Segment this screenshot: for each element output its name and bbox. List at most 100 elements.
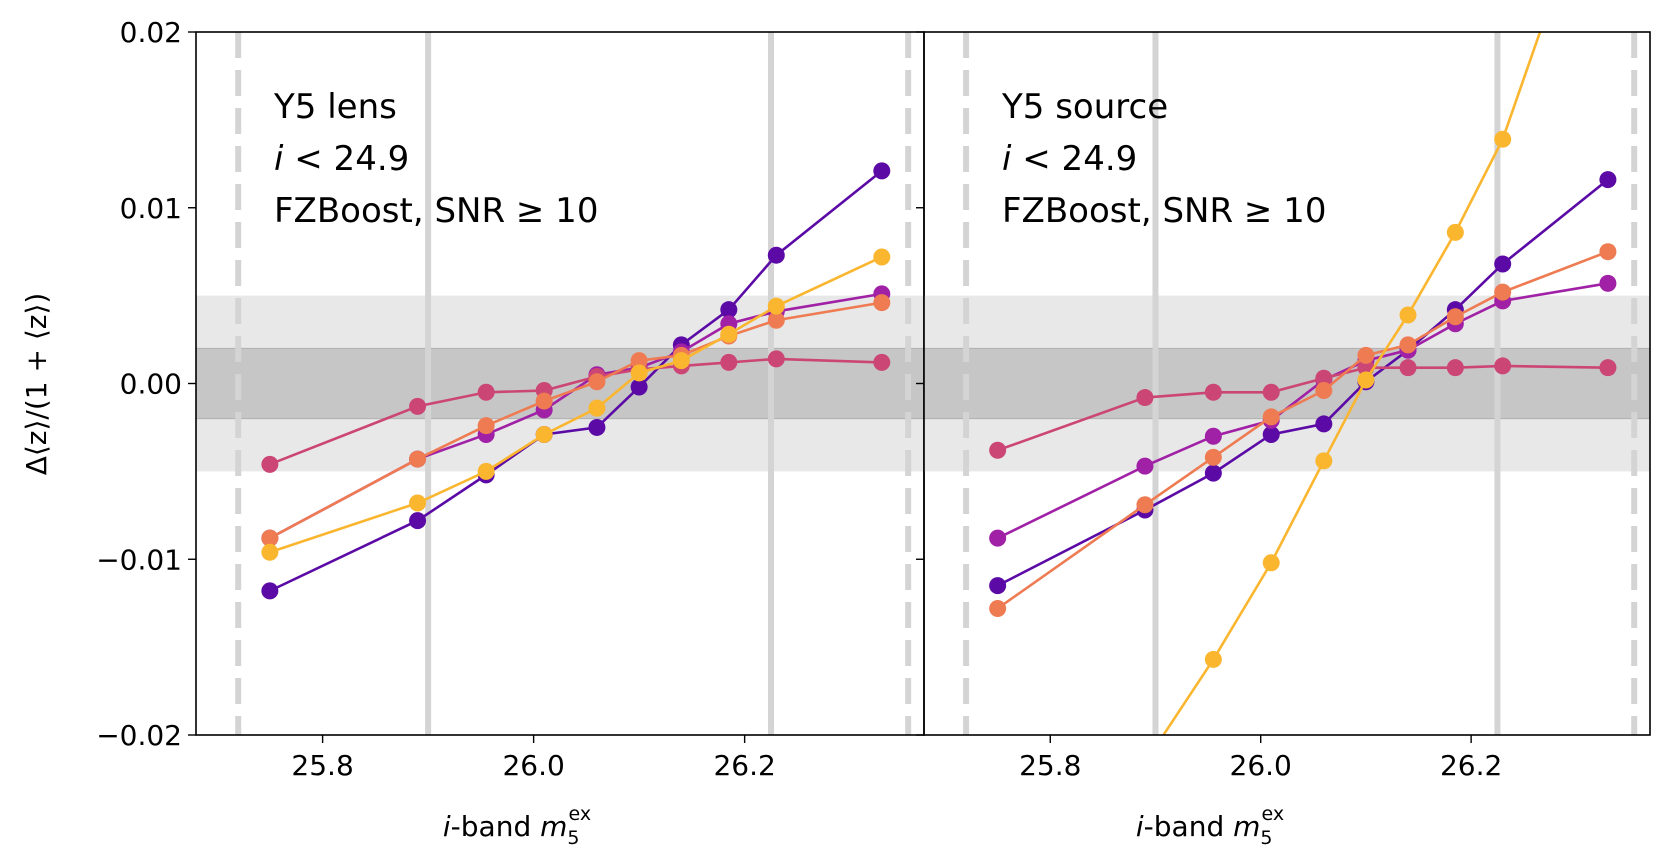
data-point xyxy=(873,248,891,266)
panel-lens: 25.8 26.0 26.2 −0.02 −0.01 0.00 0.01 0.02 Y5 len… xyxy=(96,16,925,782)
y-tick-label: −0.02 xyxy=(96,719,182,752)
data-point xyxy=(1599,359,1617,377)
data-point xyxy=(1204,650,1222,668)
data-point xyxy=(873,294,891,312)
x-tick-label: 25.8 xyxy=(1019,749,1081,782)
data-point xyxy=(588,373,606,391)
data-point xyxy=(1357,371,1375,389)
data-point xyxy=(989,529,1007,547)
data-point xyxy=(409,512,427,530)
data-point xyxy=(409,494,427,512)
data-point xyxy=(477,417,495,435)
xlabel-sub: 5 xyxy=(567,827,579,849)
panel-source: 25.8 26.0 26.2 Y5 source i < 24.9 FZBoost, SN… xyxy=(916,31,1651,782)
data-point xyxy=(1204,448,1222,466)
data-point xyxy=(535,392,553,410)
annotation-cut: i < 24.9 xyxy=(1002,139,1137,179)
data-point xyxy=(1599,243,1617,261)
series-4 xyxy=(989,243,1617,617)
data-point xyxy=(1204,383,1222,401)
x-tick-label: 26.2 xyxy=(1440,749,1502,782)
data-point xyxy=(588,399,606,417)
data-point xyxy=(1446,223,1464,241)
xlabel-var: m xyxy=(540,810,567,843)
xlabel-italic-i: i xyxy=(443,810,451,843)
data-point xyxy=(1494,357,1512,375)
data-point xyxy=(1315,369,1333,387)
data-point xyxy=(989,599,1007,617)
data-point xyxy=(1357,346,1375,364)
data-point xyxy=(1315,452,1333,470)
data-point xyxy=(1599,171,1617,189)
x-tick-label: 26.0 xyxy=(1230,749,1292,782)
plot-area xyxy=(196,32,924,735)
series-line xyxy=(269,301,883,540)
data-point xyxy=(1315,382,1333,400)
data-point xyxy=(535,425,553,443)
data-point xyxy=(1399,306,1417,324)
y-axis-label: Δ⟨z⟩/(1 + ⟨z⟩) xyxy=(20,293,53,476)
x-tick-label: 25.8 xyxy=(291,749,353,782)
data-point xyxy=(1262,383,1280,401)
x-axis-label-lens: i-band m5ex xyxy=(443,803,591,849)
xlabel-sub: 5 xyxy=(1260,827,1272,849)
data-point xyxy=(1136,389,1154,407)
data-point xyxy=(989,577,1007,595)
series-5 xyxy=(1161,32,1542,735)
data-point xyxy=(477,383,495,401)
x-tick-label: 26.0 xyxy=(502,749,564,782)
data-point xyxy=(1136,457,1154,475)
data-point xyxy=(588,418,606,436)
series-line xyxy=(997,178,1609,587)
data-point xyxy=(1599,274,1617,292)
data-point xyxy=(1494,283,1512,301)
data-point xyxy=(409,450,427,468)
annotation-sample: Y5 source xyxy=(1001,87,1168,127)
data-point xyxy=(1446,359,1464,377)
xlabel-text: -band xyxy=(1144,810,1233,843)
annotation-sample: Y5 lens xyxy=(273,87,397,127)
svg-text:i-band m5ex: i-band m5ex xyxy=(443,803,591,849)
data-point xyxy=(1399,336,1417,354)
data-point xyxy=(873,353,891,371)
series-line xyxy=(269,255,883,554)
annotation-method: FZBoost, SNR ≥ 10 xyxy=(1002,191,1326,231)
data-point xyxy=(1494,130,1512,148)
data-point xyxy=(261,529,279,547)
series-line xyxy=(269,357,882,466)
data-point xyxy=(767,297,785,315)
data-point xyxy=(873,162,891,180)
data-point xyxy=(477,462,495,480)
data-point xyxy=(1446,308,1464,326)
data-point xyxy=(989,441,1007,459)
data-point xyxy=(720,325,738,343)
series-5 xyxy=(261,248,891,561)
data-point xyxy=(1262,408,1280,426)
annotation-method: FZBoost, SNR ≥ 10 xyxy=(274,191,598,231)
data-point xyxy=(261,582,279,600)
y-tick-label: 0.01 xyxy=(120,192,182,225)
data-point xyxy=(1315,415,1333,433)
data-point xyxy=(1494,255,1512,273)
data-point xyxy=(630,352,648,370)
y-tick-label: 0.00 xyxy=(120,368,182,401)
series-line xyxy=(996,250,1609,610)
data-point xyxy=(409,397,427,415)
data-point xyxy=(261,455,279,473)
x-tick-label: 26.2 xyxy=(713,749,775,782)
data-point xyxy=(1204,427,1222,445)
data-point xyxy=(720,353,738,371)
data-point xyxy=(261,543,279,561)
data-point xyxy=(1262,425,1280,443)
panel-annotation: Y5 source i < 24.9 FZBoost, SNR ≥ 10 xyxy=(1001,87,1326,231)
y-tick-label: −0.01 xyxy=(96,543,182,576)
xlabel-sup: ex xyxy=(1262,803,1285,825)
y-tick-label: 0.02 xyxy=(120,16,182,49)
plot-area xyxy=(924,32,1650,735)
data-point xyxy=(1204,464,1222,482)
annotation-cut: i < 24.9 xyxy=(274,139,409,179)
x-axis-label-source: i-band m5ex xyxy=(1136,803,1284,849)
xlabel-italic-i: i xyxy=(1136,810,1144,843)
data-point xyxy=(630,378,648,396)
